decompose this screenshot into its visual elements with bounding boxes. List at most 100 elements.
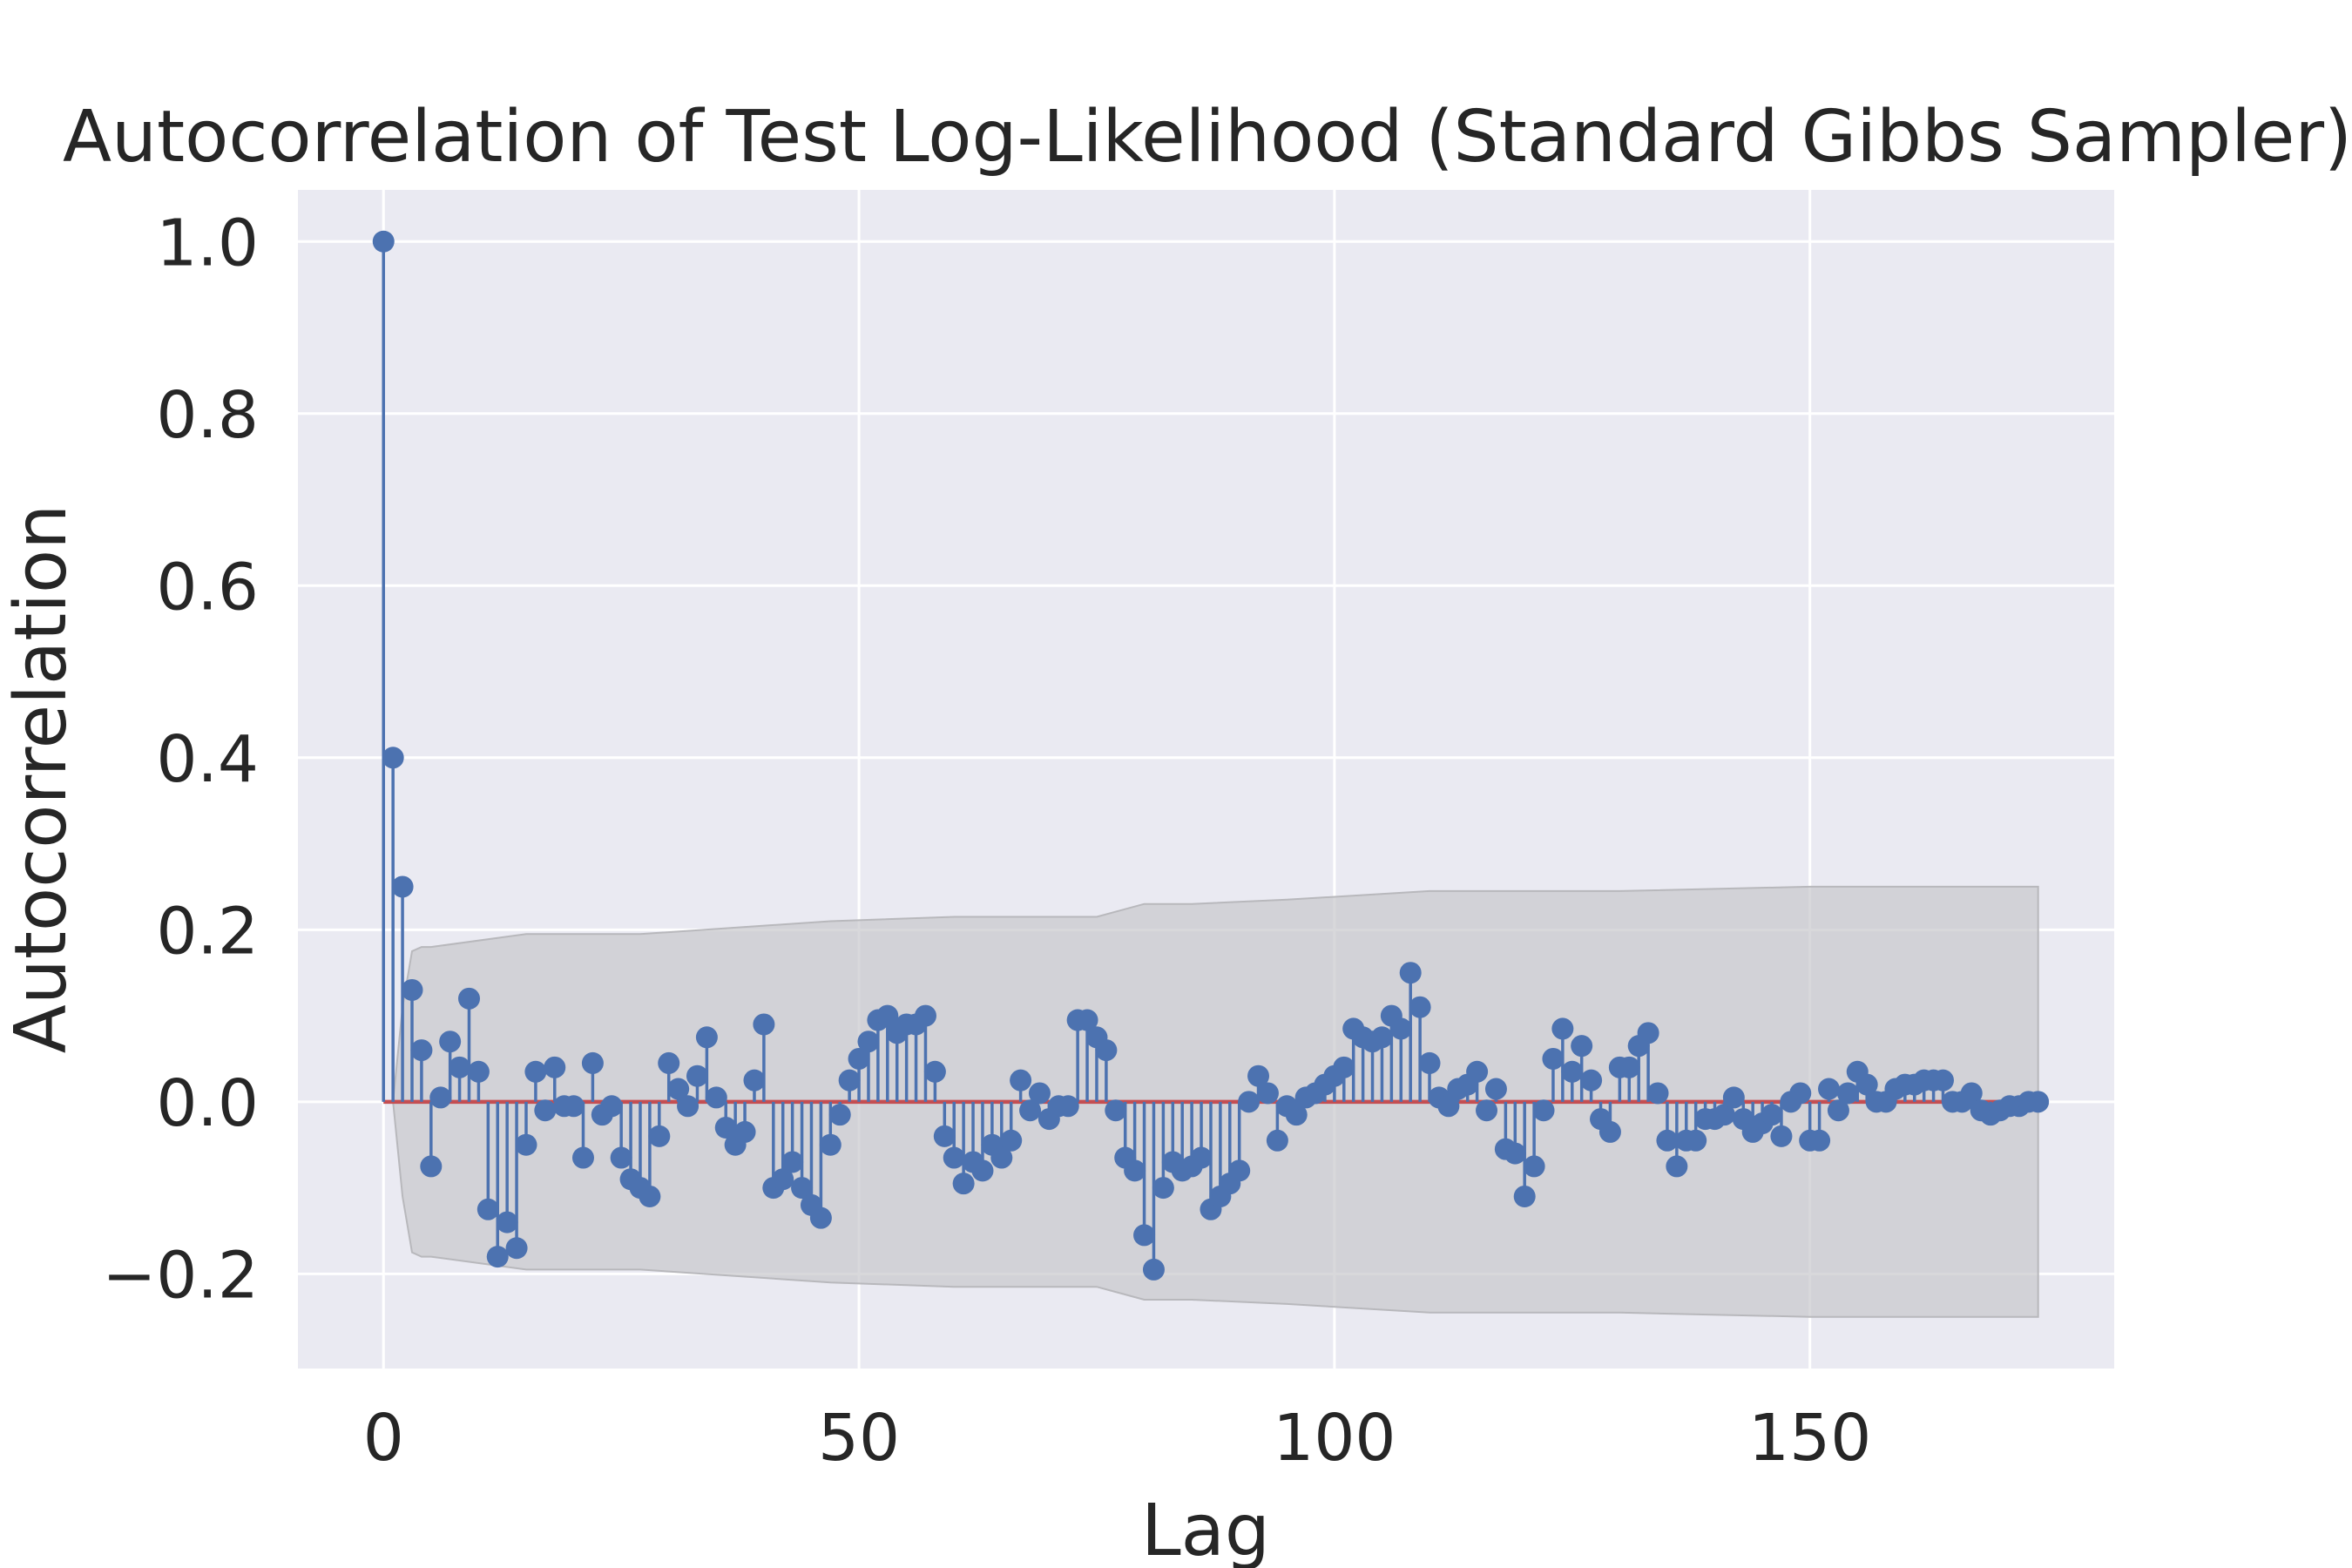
acf-point xyxy=(1000,1129,1023,1152)
acf-point xyxy=(1960,1082,1983,1105)
acf-point xyxy=(1418,1051,1441,1074)
acf-point xyxy=(1247,1064,1270,1087)
acf-point xyxy=(677,1095,700,1118)
acf-point xyxy=(486,1246,509,1268)
x-tick-label: 100 xyxy=(1273,1401,1396,1476)
acf-point xyxy=(571,1146,594,1169)
acf-point xyxy=(952,1173,975,1195)
acf-point xyxy=(1818,1078,1841,1100)
y-tick-label: −0.2 xyxy=(102,1238,259,1313)
x-axis-label: Lag xyxy=(1141,1490,1270,1568)
acf-point xyxy=(695,1026,718,1049)
acf-point xyxy=(1399,962,1422,984)
acf-point xyxy=(1028,1082,1051,1105)
acf-point xyxy=(1666,1155,1688,1178)
chart-title: Autocorrelation of Test Log-Likelihood (… xyxy=(63,96,2352,179)
acf-point xyxy=(1855,1073,1878,1096)
acf-point xyxy=(1551,1017,1574,1040)
y-tick-label: 0.0 xyxy=(156,1066,259,1141)
acf-point xyxy=(401,978,423,1001)
acf-point xyxy=(1761,1104,1783,1126)
x-tick-labels: 0 50 100 150 xyxy=(363,1401,1872,1476)
acf-markers xyxy=(372,230,2050,1281)
acf-point xyxy=(943,1146,965,1169)
acf-point xyxy=(1789,1082,1812,1105)
acf-point xyxy=(1513,1185,1536,1207)
acf-point xyxy=(1836,1082,1859,1105)
acf-point xyxy=(563,1095,585,1118)
acf-point xyxy=(372,230,395,253)
acf-point xyxy=(1808,1129,1831,1152)
acf-point xyxy=(1152,1177,1174,1200)
acf-point xyxy=(733,1120,756,1143)
acf-point xyxy=(467,1060,490,1083)
acf-point xyxy=(1770,1125,1793,1147)
acf-point xyxy=(1285,1104,1308,1126)
acf-point xyxy=(496,1211,518,1233)
acf-point xyxy=(429,1086,452,1109)
acf-point xyxy=(1722,1086,1745,1109)
acf-point xyxy=(1256,1082,1279,1105)
acf-point xyxy=(753,1013,775,1036)
acf-point xyxy=(1685,1129,1707,1152)
acf-point xyxy=(639,1185,661,1207)
acf-point xyxy=(1333,1056,1355,1078)
acf-point xyxy=(714,1116,737,1139)
acf-point xyxy=(809,1206,832,1229)
x-tick-label: 150 xyxy=(1748,1401,1871,1476)
acf-point xyxy=(439,1031,462,1053)
y-tick-labels: −0.2 0.0 0.2 0.4 0.6 0.8 1.0 xyxy=(102,206,259,1313)
acf-point xyxy=(1228,1159,1251,1182)
y-axis-label: Autocorrelation xyxy=(0,504,83,1053)
acf-point xyxy=(476,1198,499,1220)
acf-point xyxy=(1095,1039,1118,1062)
acf-point xyxy=(610,1146,632,1169)
acf-point xyxy=(382,747,404,769)
y-tick-label: 0.4 xyxy=(156,722,259,797)
acf-point xyxy=(914,1004,936,1027)
acf-point xyxy=(857,1031,880,1053)
acf-point xyxy=(449,1056,471,1078)
acf-point xyxy=(1238,1091,1260,1113)
acf-point xyxy=(1827,1099,1849,1122)
acf-point xyxy=(581,1051,604,1074)
acf-point xyxy=(1466,1060,1489,1083)
acf-point xyxy=(743,1069,766,1092)
acf-point xyxy=(772,1168,794,1191)
acf-point xyxy=(1542,1047,1565,1070)
x-tick-label: 50 xyxy=(818,1401,900,1476)
acf-point xyxy=(828,1104,851,1126)
acf-point xyxy=(848,1047,870,1070)
y-tick-label: 0.2 xyxy=(156,894,259,969)
acf-point xyxy=(1124,1159,1146,1182)
acf-point xyxy=(544,1056,566,1078)
acf-point xyxy=(1523,1155,1545,1178)
acf-point xyxy=(1656,1129,1679,1152)
acf-point xyxy=(1484,1078,1507,1100)
acf-point xyxy=(781,1151,804,1173)
acf-point xyxy=(819,1133,841,1156)
acf-point xyxy=(1476,1099,1498,1122)
acf-point xyxy=(648,1125,671,1147)
y-tick-label: 1.0 xyxy=(156,206,259,280)
y-tick-label: 0.8 xyxy=(156,378,259,453)
acf-point xyxy=(1561,1060,1584,1083)
acf-point xyxy=(686,1064,708,1087)
acf-point xyxy=(1190,1146,1213,1169)
acf-point xyxy=(1019,1099,1042,1122)
acf-point xyxy=(1370,1026,1393,1049)
acf-point xyxy=(705,1086,727,1109)
grid-lines xyxy=(298,190,2114,1369)
acf-point xyxy=(667,1078,690,1100)
acf-point xyxy=(534,1099,557,1122)
acf-point xyxy=(1409,996,1431,1018)
acf-point xyxy=(1076,1009,1098,1031)
y-tick-label: 0.6 xyxy=(156,550,259,625)
acf-point xyxy=(457,987,480,1010)
acf-point xyxy=(515,1133,537,1156)
acf-point xyxy=(971,1159,994,1182)
acf-point xyxy=(1504,1142,1526,1165)
acf-point xyxy=(1389,1017,1412,1040)
acf-point xyxy=(420,1155,443,1178)
